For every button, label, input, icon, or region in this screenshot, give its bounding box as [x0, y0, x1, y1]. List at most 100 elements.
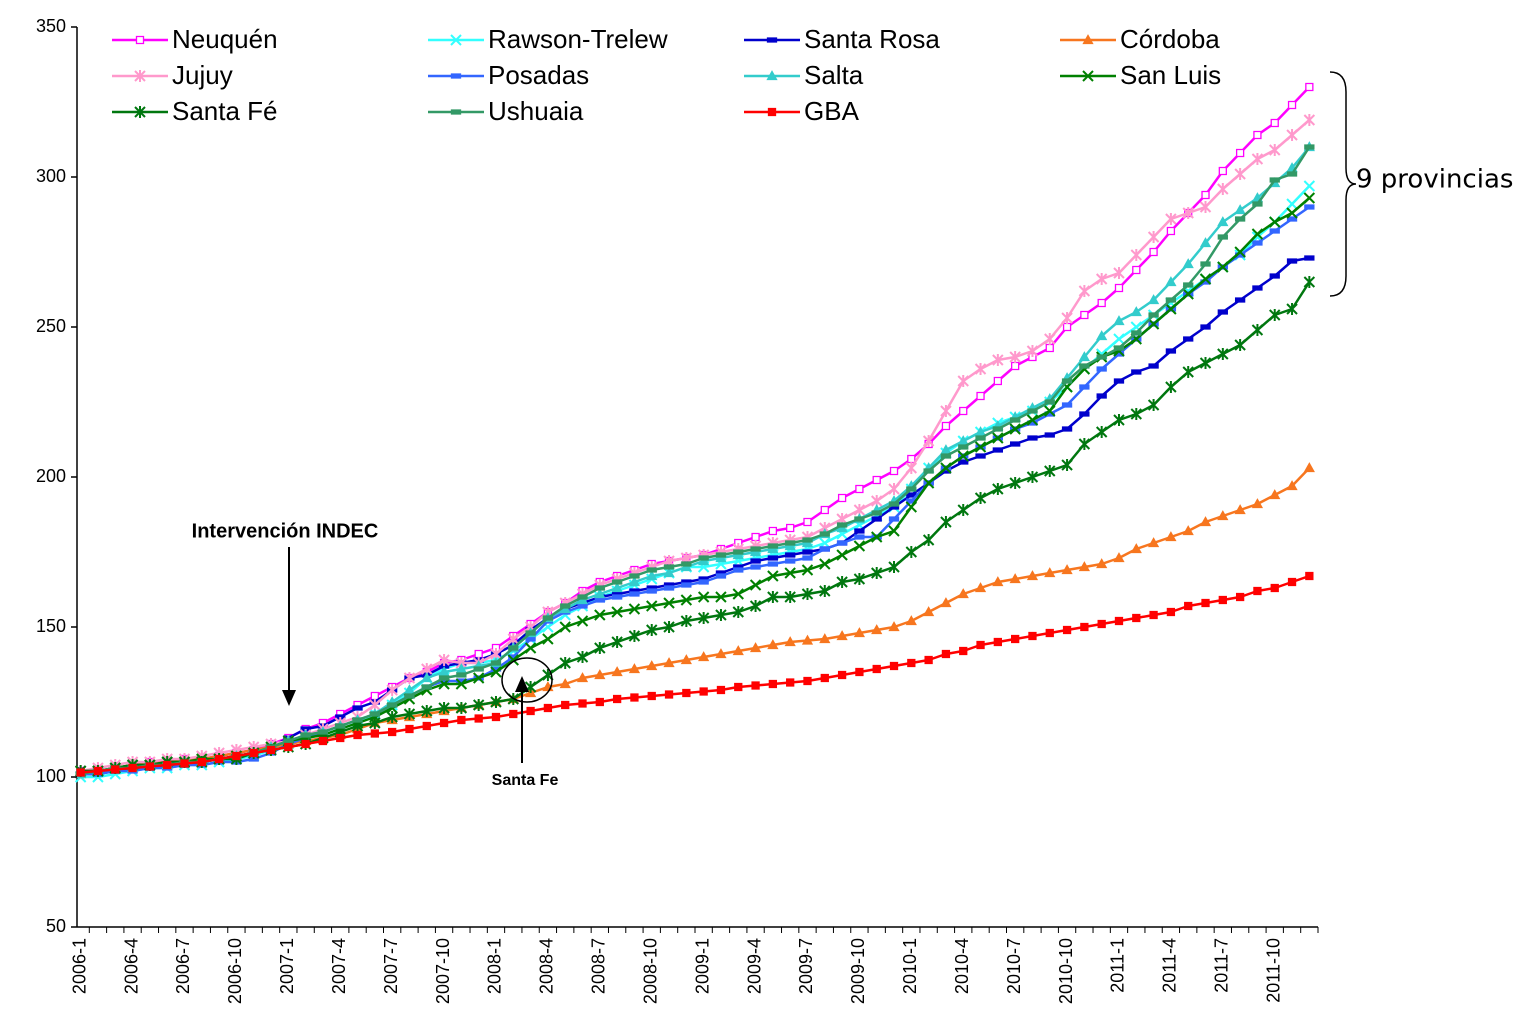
point	[905, 615, 917, 626]
point	[820, 505, 829, 515]
point	[578, 699, 587, 708]
point	[611, 606, 623, 618]
point	[1303, 114, 1316, 126]
point	[1010, 417, 1021, 423]
x-tick-label: 2007-1	[277, 938, 297, 994]
point	[905, 546, 918, 558]
point	[490, 666, 502, 678]
point	[1131, 330, 1142, 336]
x-tick-label: 2006-7	[173, 938, 193, 994]
point	[768, 679, 778, 689]
point	[1148, 363, 1159, 369]
point	[974, 363, 987, 375]
point	[1269, 228, 1280, 234]
point	[733, 567, 744, 573]
point	[1305, 571, 1314, 581]
point	[352, 705, 363, 711]
plot-area	[74, 82, 1316, 783]
point	[749, 600, 762, 612]
point	[697, 591, 710, 603]
point	[750, 546, 761, 552]
point	[455, 702, 468, 714]
point	[1097, 298, 1106, 308]
legend-label: Rawson-Trelew	[488, 24, 668, 54]
point	[1096, 354, 1107, 360]
point	[785, 540, 796, 546]
series-line	[80, 146, 1311, 776]
point	[1234, 216, 1246, 222]
y-tick-label: 150	[36, 616, 66, 636]
point	[646, 660, 658, 671]
x-tick-label: 2008-7	[589, 938, 609, 994]
point	[1305, 82, 1314, 92]
series-line	[80, 574, 1310, 774]
point	[1200, 324, 1211, 330]
point	[819, 633, 831, 644]
point	[1009, 573, 1021, 584]
point	[284, 742, 293, 752]
point	[300, 732, 311, 738]
point	[1270, 118, 1279, 128]
point	[1080, 310, 1089, 320]
point	[1078, 351, 1090, 362]
point	[611, 636, 623, 648]
point	[1182, 288, 1194, 300]
point	[1251, 228, 1264, 240]
point	[628, 630, 641, 642]
point	[680, 615, 693, 627]
point	[439, 718, 449, 728]
point	[1045, 343, 1054, 353]
point	[542, 615, 554, 621]
point	[767, 561, 779, 567]
point	[1147, 537, 1160, 548]
y-tick-label: 200	[36, 466, 66, 486]
point	[421, 684, 432, 690]
point	[628, 603, 641, 615]
point	[803, 517, 812, 527]
point	[1303, 462, 1315, 473]
point	[611, 579, 623, 585]
point	[1061, 426, 1073, 432]
point	[1287, 577, 1297, 587]
point	[837, 493, 847, 503]
point	[801, 564, 814, 576]
point	[1199, 357, 1212, 369]
point	[1165, 297, 1177, 303]
point	[1252, 240, 1263, 246]
point	[1166, 226, 1176, 236]
point	[959, 406, 968, 416]
point	[905, 501, 918, 513]
highlight-circle	[501, 657, 553, 703]
legend-label: Jujuy	[172, 60, 233, 90]
point	[473, 666, 484, 672]
point	[1235, 148, 1245, 158]
point	[1078, 438, 1091, 450]
series-line	[80, 86, 1311, 773]
x-tick-label: 2008-10	[640, 938, 660, 1004]
point	[957, 588, 969, 599]
point	[1182, 366, 1194, 378]
point	[353, 730, 362, 740]
point	[1114, 283, 1124, 293]
point	[594, 597, 605, 603]
point	[767, 555, 779, 561]
point	[1304, 255, 1315, 261]
point	[889, 466, 899, 476]
point	[820, 673, 829, 683]
point	[1082, 34, 1094, 45]
point	[301, 739, 310, 749]
point	[1096, 393, 1107, 399]
point	[1234, 339, 1246, 351]
x-tick-label: 2008-4	[537, 938, 557, 994]
point	[663, 585, 675, 591]
legend-label: Santa Rosa	[804, 24, 940, 54]
point	[595, 697, 604, 707]
arrow-head	[282, 690, 296, 706]
point	[940, 597, 952, 608]
point	[1061, 378, 1073, 384]
series-line	[80, 185, 1311, 779]
point	[1132, 265, 1141, 275]
point	[283, 738, 294, 744]
point	[766, 70, 778, 81]
